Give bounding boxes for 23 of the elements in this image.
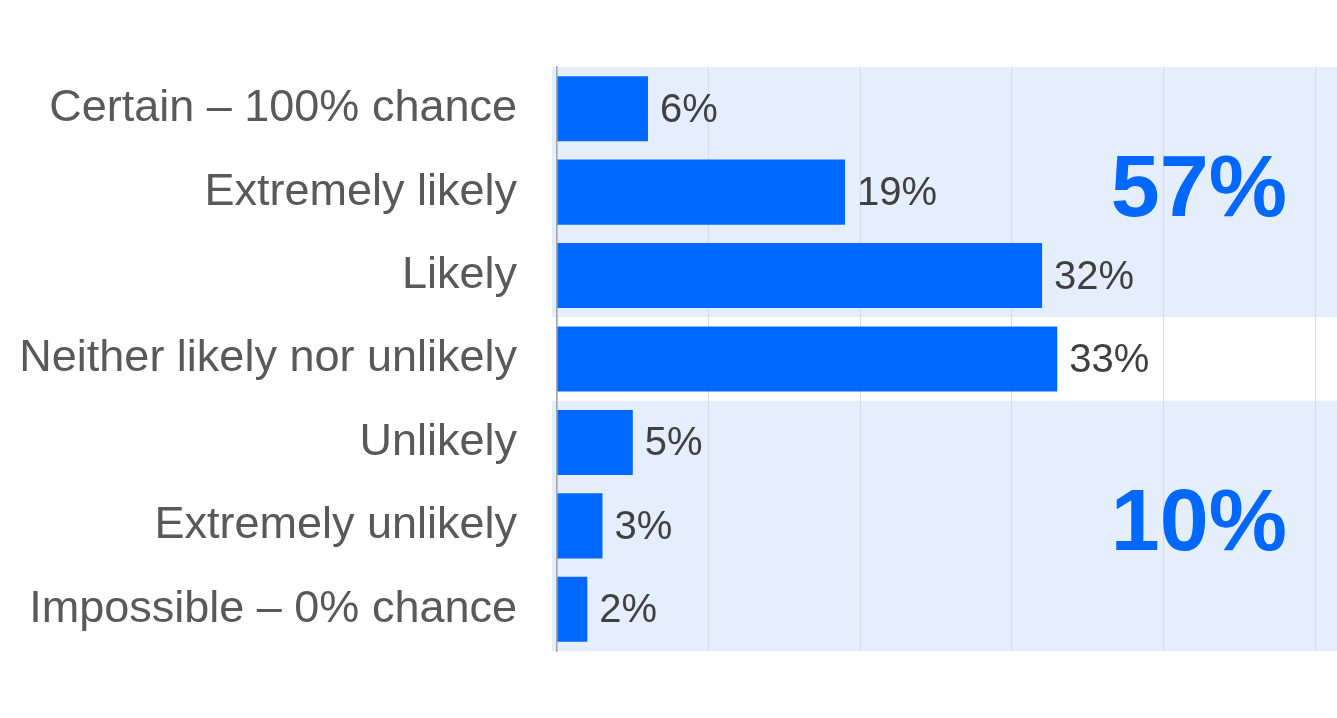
bar (557, 159, 846, 225)
bar (557, 326, 1058, 392)
data-label: 33% (1069, 336, 1150, 381)
data-label: 19% (857, 169, 938, 214)
bar (557, 576, 588, 642)
y-tick-label: Unlikely (359, 413, 518, 465)
y-tick-label: Extremely likely (204, 163, 518, 215)
y-tick-label: Neither likely nor unlikely (19, 330, 518, 382)
bar (557, 409, 633, 475)
y-tick-label: Likely (401, 246, 518, 298)
data-label: 32% (1054, 252, 1135, 297)
band-label: 10% (1110, 470, 1287, 570)
band-label: 57% (1110, 136, 1287, 236)
y-tick-label: Certain – 100% chance (49, 80, 517, 132)
data-label: 2% (599, 586, 658, 631)
bar (557, 493, 603, 559)
bar (557, 76, 648, 142)
y-tick-label: Extremely unlikely (154, 497, 518, 549)
data-label: 3% (614, 502, 673, 547)
y-tick-label: Impossible – 0% chance (29, 580, 517, 632)
bar (557, 243, 1043, 309)
data-label: 6% (659, 85, 718, 130)
data-label: 5% (644, 419, 703, 464)
